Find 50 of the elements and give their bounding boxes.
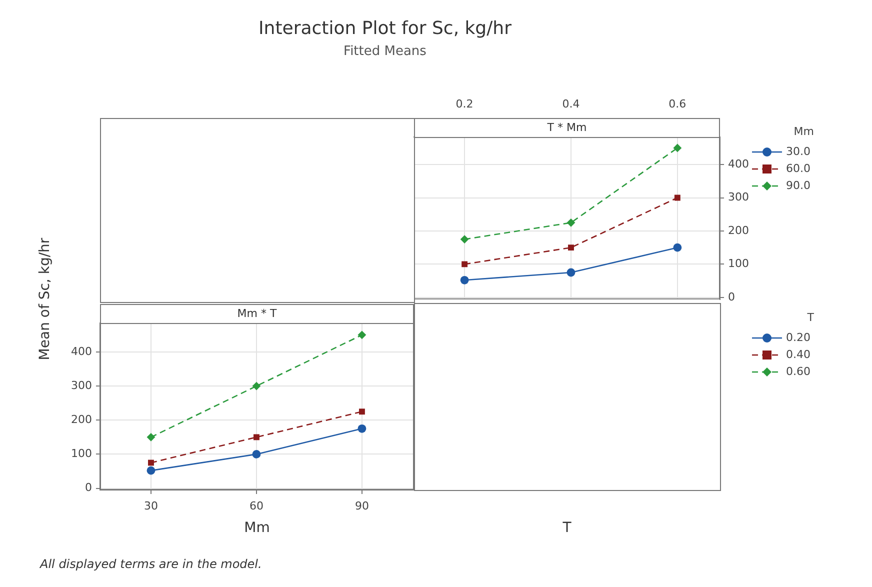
- legend-label: 0.60: [786, 364, 810, 378]
- y-tick-label: 300: [71, 378, 92, 392]
- legend-label: 0.40: [786, 348, 810, 361]
- y-tick-label: 0: [728, 290, 735, 304]
- point: [566, 218, 576, 227]
- point: [146, 466, 156, 475]
- x-axis-title: T: [562, 520, 572, 536]
- point: [462, 261, 468, 268]
- point: [460, 235, 469, 244]
- x-tick-label: 0.2: [456, 97, 474, 110]
- point: [254, 434, 260, 440]
- point: [674, 194, 680, 201]
- point: [673, 144, 682, 152]
- x-axis-title: Mm: [243, 520, 271, 536]
- point: [252, 382, 261, 390]
- legend-title: T: [806, 310, 814, 324]
- legend-label: 60.0: [786, 162, 810, 175]
- legend-title: Mm: [794, 124, 814, 138]
- text: All displayed terms are in the model.: [40, 557, 262, 571]
- chart-title: Mm * T: [100, 304, 414, 324]
- point: [358, 330, 366, 340]
- point: [148, 460, 154, 466]
- y-tick-label: 400: [71, 344, 92, 358]
- x-tick-label: 90: [354, 499, 369, 512]
- y-tick-label: 200: [728, 224, 749, 237]
- y-tick-label: 0: [85, 481, 92, 494]
- legend-label: 90.0: [786, 178, 810, 192]
- legend-label: 0.20: [786, 330, 810, 344]
- y-tick-label: 200: [71, 412, 92, 426]
- point: [252, 450, 261, 458]
- legend-label: 30.0: [786, 144, 810, 158]
- y-axis-title: Mean of Sc, kg/hr: [37, 236, 53, 362]
- x-tick-label: 0.4: [562, 97, 580, 110]
- x-tick-label: 30: [144, 499, 158, 512]
- point: [146, 432, 156, 442]
- point: [358, 424, 366, 433]
- y-tick-label: 100: [71, 447, 92, 460]
- point: [566, 268, 576, 277]
- x-tick-label: 60: [249, 499, 264, 512]
- point: [358, 408, 365, 415]
- point: [568, 244, 574, 251]
- y-tick-label: 100: [728, 257, 749, 270]
- y-tick-label: 400: [728, 157, 749, 170]
- text: T * Mm: [414, 118, 720, 138]
- chart-title: Interaction Plot for Sc, kg/hr: [258, 18, 512, 39]
- chart-subtitle: Fitted Means: [342, 44, 428, 59]
- y-tick-label: 300: [728, 190, 749, 204]
- point: [673, 243, 682, 252]
- x-tick-label: 0.6: [668, 97, 686, 110]
- point: [460, 276, 469, 284]
